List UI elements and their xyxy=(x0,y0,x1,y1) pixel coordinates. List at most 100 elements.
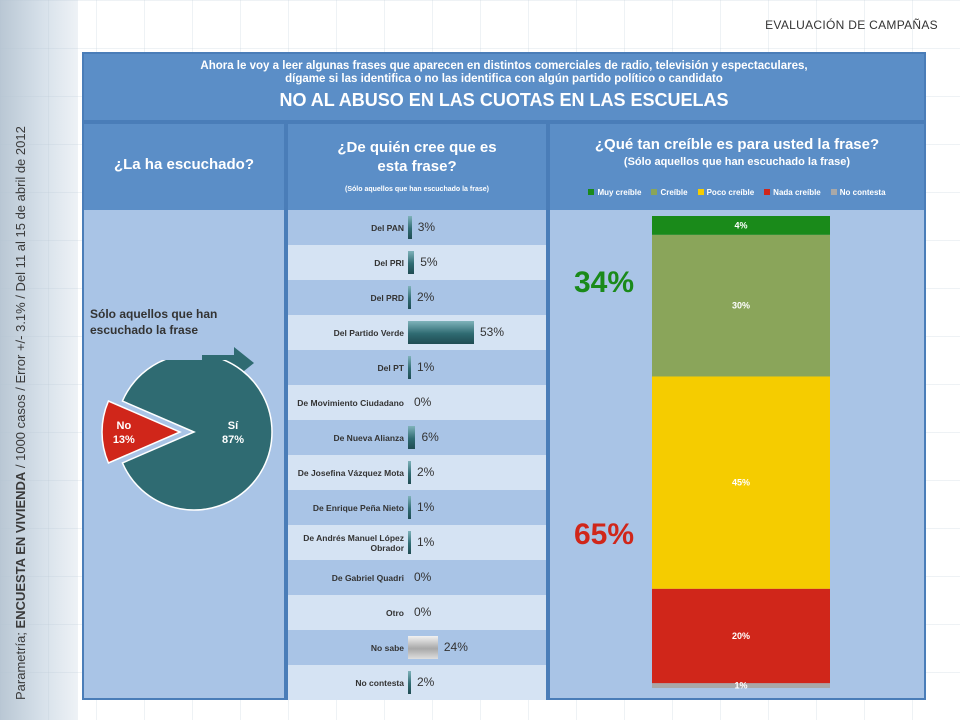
survey-type: ENCUESTA EN VIVIENDA xyxy=(13,471,28,629)
legend-item: Muy creíble xyxy=(588,188,641,197)
stack-segment-label-1: 30% xyxy=(732,301,750,311)
attribution-category-label: De Enrique Peña Nieto xyxy=(312,502,404,513)
attribution-value-label: 5% xyxy=(420,255,438,269)
header-panel: Ahora le voy a leer algunas frases que a… xyxy=(82,52,926,122)
attribution-value-label: 6% xyxy=(421,430,439,444)
heard-note-line-1: Sólo aquellos que han xyxy=(90,307,218,321)
attribution-value-label: 0% xyxy=(414,605,432,619)
attribution-bar xyxy=(408,496,411,519)
heard-heading: ¿La ha escuchado? xyxy=(113,156,255,173)
attribution-category-label: Del PT xyxy=(377,362,404,373)
legend-item: Poco creíble xyxy=(697,188,754,197)
heard-note: Sólo aquellos que han escuchado la frase xyxy=(90,306,217,338)
attribution-bar xyxy=(408,426,416,449)
legend-swatch xyxy=(764,189,771,195)
pie-slice-no xyxy=(101,400,182,464)
credibility-heading: ¿Qué tan creíble es para usted la frase? xyxy=(594,136,880,153)
pie-slice-si xyxy=(121,360,273,511)
credibility-legend: Muy creíble Creíble Poco creíble Nada creíb… xyxy=(550,188,924,197)
attribution-heading: ¿De quién cree que es esta frase? xyxy=(288,138,546,176)
attribution-category-label: De Nueva Alianza xyxy=(333,432,404,443)
heard-column-header: ¿La ha escuchado? xyxy=(84,124,284,210)
stack-segment-3 xyxy=(652,588,830,684)
attribution-heading-line-2: esta frase? xyxy=(377,158,457,175)
attribution-bar xyxy=(408,531,411,554)
attribution-bar xyxy=(408,671,411,694)
attribution-category-label: De Movimiento Ciudadano xyxy=(297,397,404,408)
pie-label-no: No xyxy=(117,420,132,432)
attribution-row: De Josefina Vázquez Mota 2% xyxy=(288,455,546,490)
pie-value-no: 13% xyxy=(113,434,135,446)
question-line-2: dígame si las identifica o no las identi… xyxy=(285,73,723,85)
attribution-value-label: 3% xyxy=(417,220,436,234)
heard-column-body: Sólo aquellos que han escuchado la frase… xyxy=(84,210,284,698)
page-title: NO AL ABUSO EN LAS CUOTAS EN LAS ESCUELA… xyxy=(279,90,729,110)
attribution-row: Del Partido Verde 53% xyxy=(288,315,546,350)
attribution-value-label: 53% xyxy=(480,325,505,339)
legend-swatch xyxy=(830,189,837,195)
attribution-bar xyxy=(408,321,474,344)
stack-segment-label-2: 45% xyxy=(732,478,750,488)
background-left-panel xyxy=(0,0,78,720)
attribution-category-label: No sabe xyxy=(370,642,404,653)
legend-swatch xyxy=(651,189,658,195)
attribution-bar xyxy=(408,286,411,309)
attribution-bar xyxy=(408,636,438,659)
legend-label: Muy creíble xyxy=(597,188,642,197)
attribution-row: De Enrique Peña Nieto 1% xyxy=(288,490,546,525)
survey-info-vertical: Parametría; ENCUESTA EN VIVIENDA / 1000 … xyxy=(8,20,34,700)
attribution-bar xyxy=(408,461,411,484)
not-credible-total-annotation: 65% xyxy=(574,518,635,551)
attribution-value-label: 2% xyxy=(417,465,435,479)
heard-note-line-2: escuchado la frase xyxy=(90,323,199,337)
attribution-row: No contesta 2% xyxy=(288,665,546,700)
attribution-category-label: Otro xyxy=(386,607,404,618)
attribution-value-label: 0% xyxy=(414,570,432,584)
legend-item: Creíble xyxy=(651,188,688,197)
attribution-row: De Gabriel Quadri 0% xyxy=(288,560,546,595)
attribution-category-label: Del PRD xyxy=(370,292,404,303)
attribution-value-label: 2% xyxy=(417,290,435,304)
attribution-row: Otro 0% xyxy=(288,595,546,630)
attribution-value-label: 2% xyxy=(417,675,435,689)
legend-label: Nada creíble xyxy=(773,188,821,197)
attribution-bars: Del PAN 3% Del PRI 5% Del PRD 2% Del Partido V… xyxy=(288,210,546,700)
stack-segment-label-0: 4% xyxy=(734,220,747,230)
attribution-category-label: Del PRI xyxy=(374,257,404,268)
attribution-row: De Andrés Manuel López Obrador 1% xyxy=(288,525,546,560)
credibility-subheading: (Sólo aquellos que han escuchado la fras… xyxy=(623,156,851,168)
attribution-column-header: ¿De quién cree que es esta frase? (Sólo … xyxy=(288,124,546,210)
campaign-title: EVALUACIÓN DE CAMPAÑAS xyxy=(765,18,938,32)
attribution-row: Del PRD 2% xyxy=(288,280,546,315)
attribution-row: De Movimiento Ciudadano 0% xyxy=(288,385,546,420)
stack-segment-1 xyxy=(652,234,830,377)
credibility-stacked-bar: 4% 30% 45% 20% 1% xyxy=(652,216,830,691)
attribution-bar xyxy=(408,251,415,274)
attribution-category-label: Del Partido Verde xyxy=(333,327,404,338)
attribution-bar xyxy=(408,356,411,379)
attribution-value-label: 0% xyxy=(414,395,432,409)
heard-pie-chart: Sí 87% No 13% xyxy=(101,360,273,511)
survey-details: / 1000 casos / Error +/- 3.1% / Del 11 a… xyxy=(13,126,28,472)
attribution-row: Del PAN 3% xyxy=(288,210,546,245)
attribution-category-label: De Josefina Vázquez Mota xyxy=(297,467,404,478)
attribution-bar xyxy=(408,216,412,239)
credibility-column-header: ¿Qué tan creíble es para usted la frase?… xyxy=(550,124,924,210)
attribution-heading-line-1: ¿De quién cree que es xyxy=(337,139,497,156)
credible-total-annotation: 34% xyxy=(574,266,635,299)
stack-segment-4 xyxy=(652,683,830,688)
legend-item: Nada creíble xyxy=(764,188,821,197)
legend-swatch xyxy=(697,189,704,195)
attribution-row: Del PT 1% xyxy=(288,350,546,385)
legend-label: Creíble xyxy=(660,188,688,197)
attribution-value-label: 24% xyxy=(443,640,468,654)
credibility-chart: 4% 30% 45% 20% 1% 34% 65% xyxy=(550,210,924,698)
attribution-category-label: De Gabriel Quadri xyxy=(331,572,404,583)
attribution-value-label: 1% xyxy=(417,360,435,374)
attribution-value-label: 1% xyxy=(417,500,435,514)
stack-segment-0 xyxy=(652,216,830,235)
stack-segment-label-3: 20% xyxy=(732,631,750,641)
question-line-1: Ahora le voy a leer algunas frases que a… xyxy=(200,60,808,72)
attribution-row: No sabe 24% xyxy=(288,630,546,665)
attribution-category-label: Del PAN xyxy=(371,222,404,233)
